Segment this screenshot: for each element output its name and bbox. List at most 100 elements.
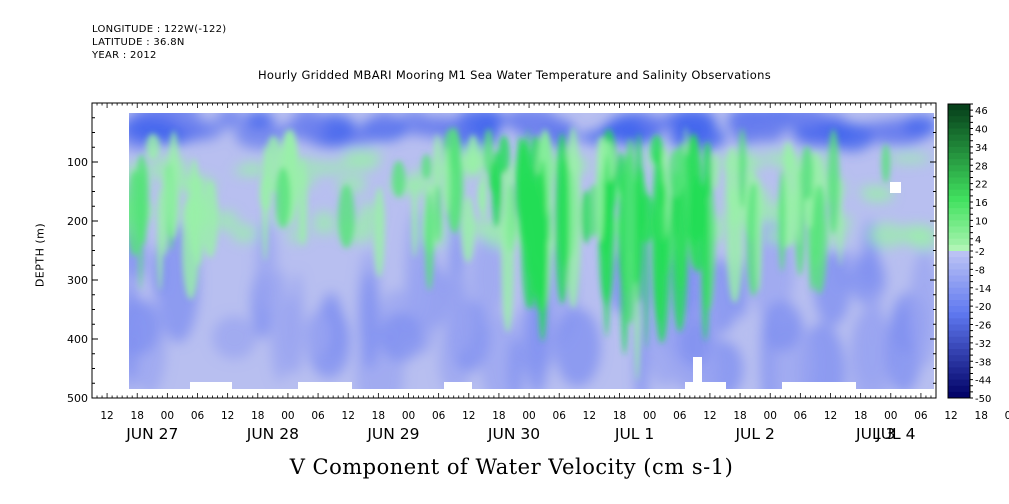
field-streak: [461, 196, 475, 263]
colorbar-label: 4: [975, 235, 981, 246]
colorbar-segment: [948, 189, 970, 197]
x-hour-label: 18: [251, 410, 264, 422]
x-day-label: JUN 27: [125, 425, 178, 443]
colorbar-segment: [948, 214, 970, 221]
field-streak: [881, 143, 891, 184]
colorbar: 46 40 34 28 22 16 10 4-2 -8 -14 -20 -26 -32 -38 -44 -50: [947, 103, 991, 405]
field-blob: [787, 113, 824, 129]
colorbar-segment: [948, 165, 970, 172]
field-streak: [477, 181, 486, 212]
field-streak: [800, 145, 814, 201]
field-blob: [909, 249, 934, 367]
field-streak: [134, 154, 149, 244]
x-hour-label: 18: [975, 410, 988, 422]
field-streak: [188, 158, 200, 255]
x-hour-label: 06: [311, 410, 325, 422]
field-blob: [677, 318, 712, 367]
field-streak: [537, 160, 548, 342]
field-streak: [433, 133, 442, 199]
x-hour-label: 12: [221, 410, 234, 422]
field-detail-layer: [129, 127, 891, 381]
colorbar-segment: [948, 110, 970, 117]
field-streak: [702, 141, 713, 199]
colorbar-segment: [948, 159, 970, 166]
missing-data-masks: [129, 182, 934, 397]
missing-data-gap: [685, 382, 726, 390]
field-blob: [554, 308, 601, 387]
field-streak: [275, 167, 291, 229]
colorbar-segment: [948, 104, 970, 111]
field-streak: [157, 187, 163, 291]
field-streak: [161, 166, 169, 257]
field-blob: [305, 311, 333, 358]
colorbar-segment: [948, 293, 970, 301]
colorbar-segment: [948, 251, 970, 258]
missing-data-gap: [444, 382, 472, 390]
missing-data-gap: [782, 382, 856, 390]
y-tick-label: 200: [67, 215, 88, 228]
colorbar-label: 16: [975, 198, 988, 209]
field-streak: [738, 128, 747, 209]
x-hour-label: 12: [462, 410, 475, 422]
x-day-label: JUN 30: [487, 425, 540, 443]
field-blob: [888, 153, 931, 164]
colorbar-segment: [948, 257, 970, 264]
colorbar-segment: [948, 349, 970, 356]
colorbar-segment: [948, 153, 970, 160]
field-streak: [411, 183, 418, 258]
colorbar-label: -26: [975, 321, 991, 332]
x-hour-label: 12: [944, 410, 957, 422]
missing-data-gap: [693, 357, 702, 383]
x-hour-label: 12: [100, 410, 113, 422]
field-streak: [778, 169, 786, 272]
field-blob: [213, 210, 239, 231]
x-hour-label: 00: [522, 410, 535, 422]
field-blob: [269, 269, 291, 382]
x-hour-label: 12: [824, 410, 837, 422]
field-blob: [310, 113, 357, 145]
field-blob: [859, 120, 909, 137]
colorbar-segment: [948, 373, 970, 381]
field-blob: [475, 113, 502, 137]
x-hour-label: 06: [432, 410, 446, 422]
field-blob: [244, 113, 274, 130]
x-hour-label: 00: [884, 410, 897, 422]
colorbar-label: 34: [975, 143, 988, 154]
field-blob: [868, 222, 906, 248]
colorbar-label: -20: [975, 302, 991, 313]
field-streak: [838, 179, 843, 267]
x-axis-label: V Component of Water Velocity (cm s-1): [289, 455, 734, 479]
x-hour-label: 12: [703, 410, 716, 422]
colorbar-segment: [948, 355, 970, 362]
field-blob: [858, 185, 893, 197]
field-streak: [425, 191, 434, 291]
year-label: YEAR : 2012: [92, 50, 157, 61]
velocity-field: [129, 113, 934, 389]
colorbar-segment: [948, 318, 970, 325]
field-streak: [501, 169, 514, 333]
field-blob: [212, 316, 257, 360]
latitude-label: LATITUDE : 36.8N: [92, 37, 185, 48]
field-streak: [483, 128, 494, 175]
field-blob: [182, 119, 223, 141]
x-day-label: JUN 28: [246, 425, 299, 443]
field-blob: [217, 113, 244, 130]
field-streak: [450, 127, 461, 235]
x-day-label: JUL 4: [875, 425, 915, 443]
field-blob: [255, 219, 278, 312]
field-streak: [712, 153, 720, 190]
colorbar-segment: [948, 140, 970, 148]
colorbar-segment: [948, 208, 970, 215]
x-hour-label: 06: [794, 410, 808, 422]
field-blob: [470, 235, 507, 317]
colorbar-segment: [948, 195, 970, 203]
colorbar-segment: [948, 342, 970, 350]
field-blob: [517, 116, 570, 143]
field-streak: [624, 137, 636, 326]
colorbar-segment: [948, 146, 970, 154]
x-hour-label: 18: [613, 410, 626, 422]
colorbar-segment: [948, 324, 970, 332]
y-tick-label: 400: [67, 333, 88, 346]
colorbar-label: -38: [975, 357, 991, 368]
longitude-label: LONGITUDE : 122W(-122): [92, 24, 227, 35]
